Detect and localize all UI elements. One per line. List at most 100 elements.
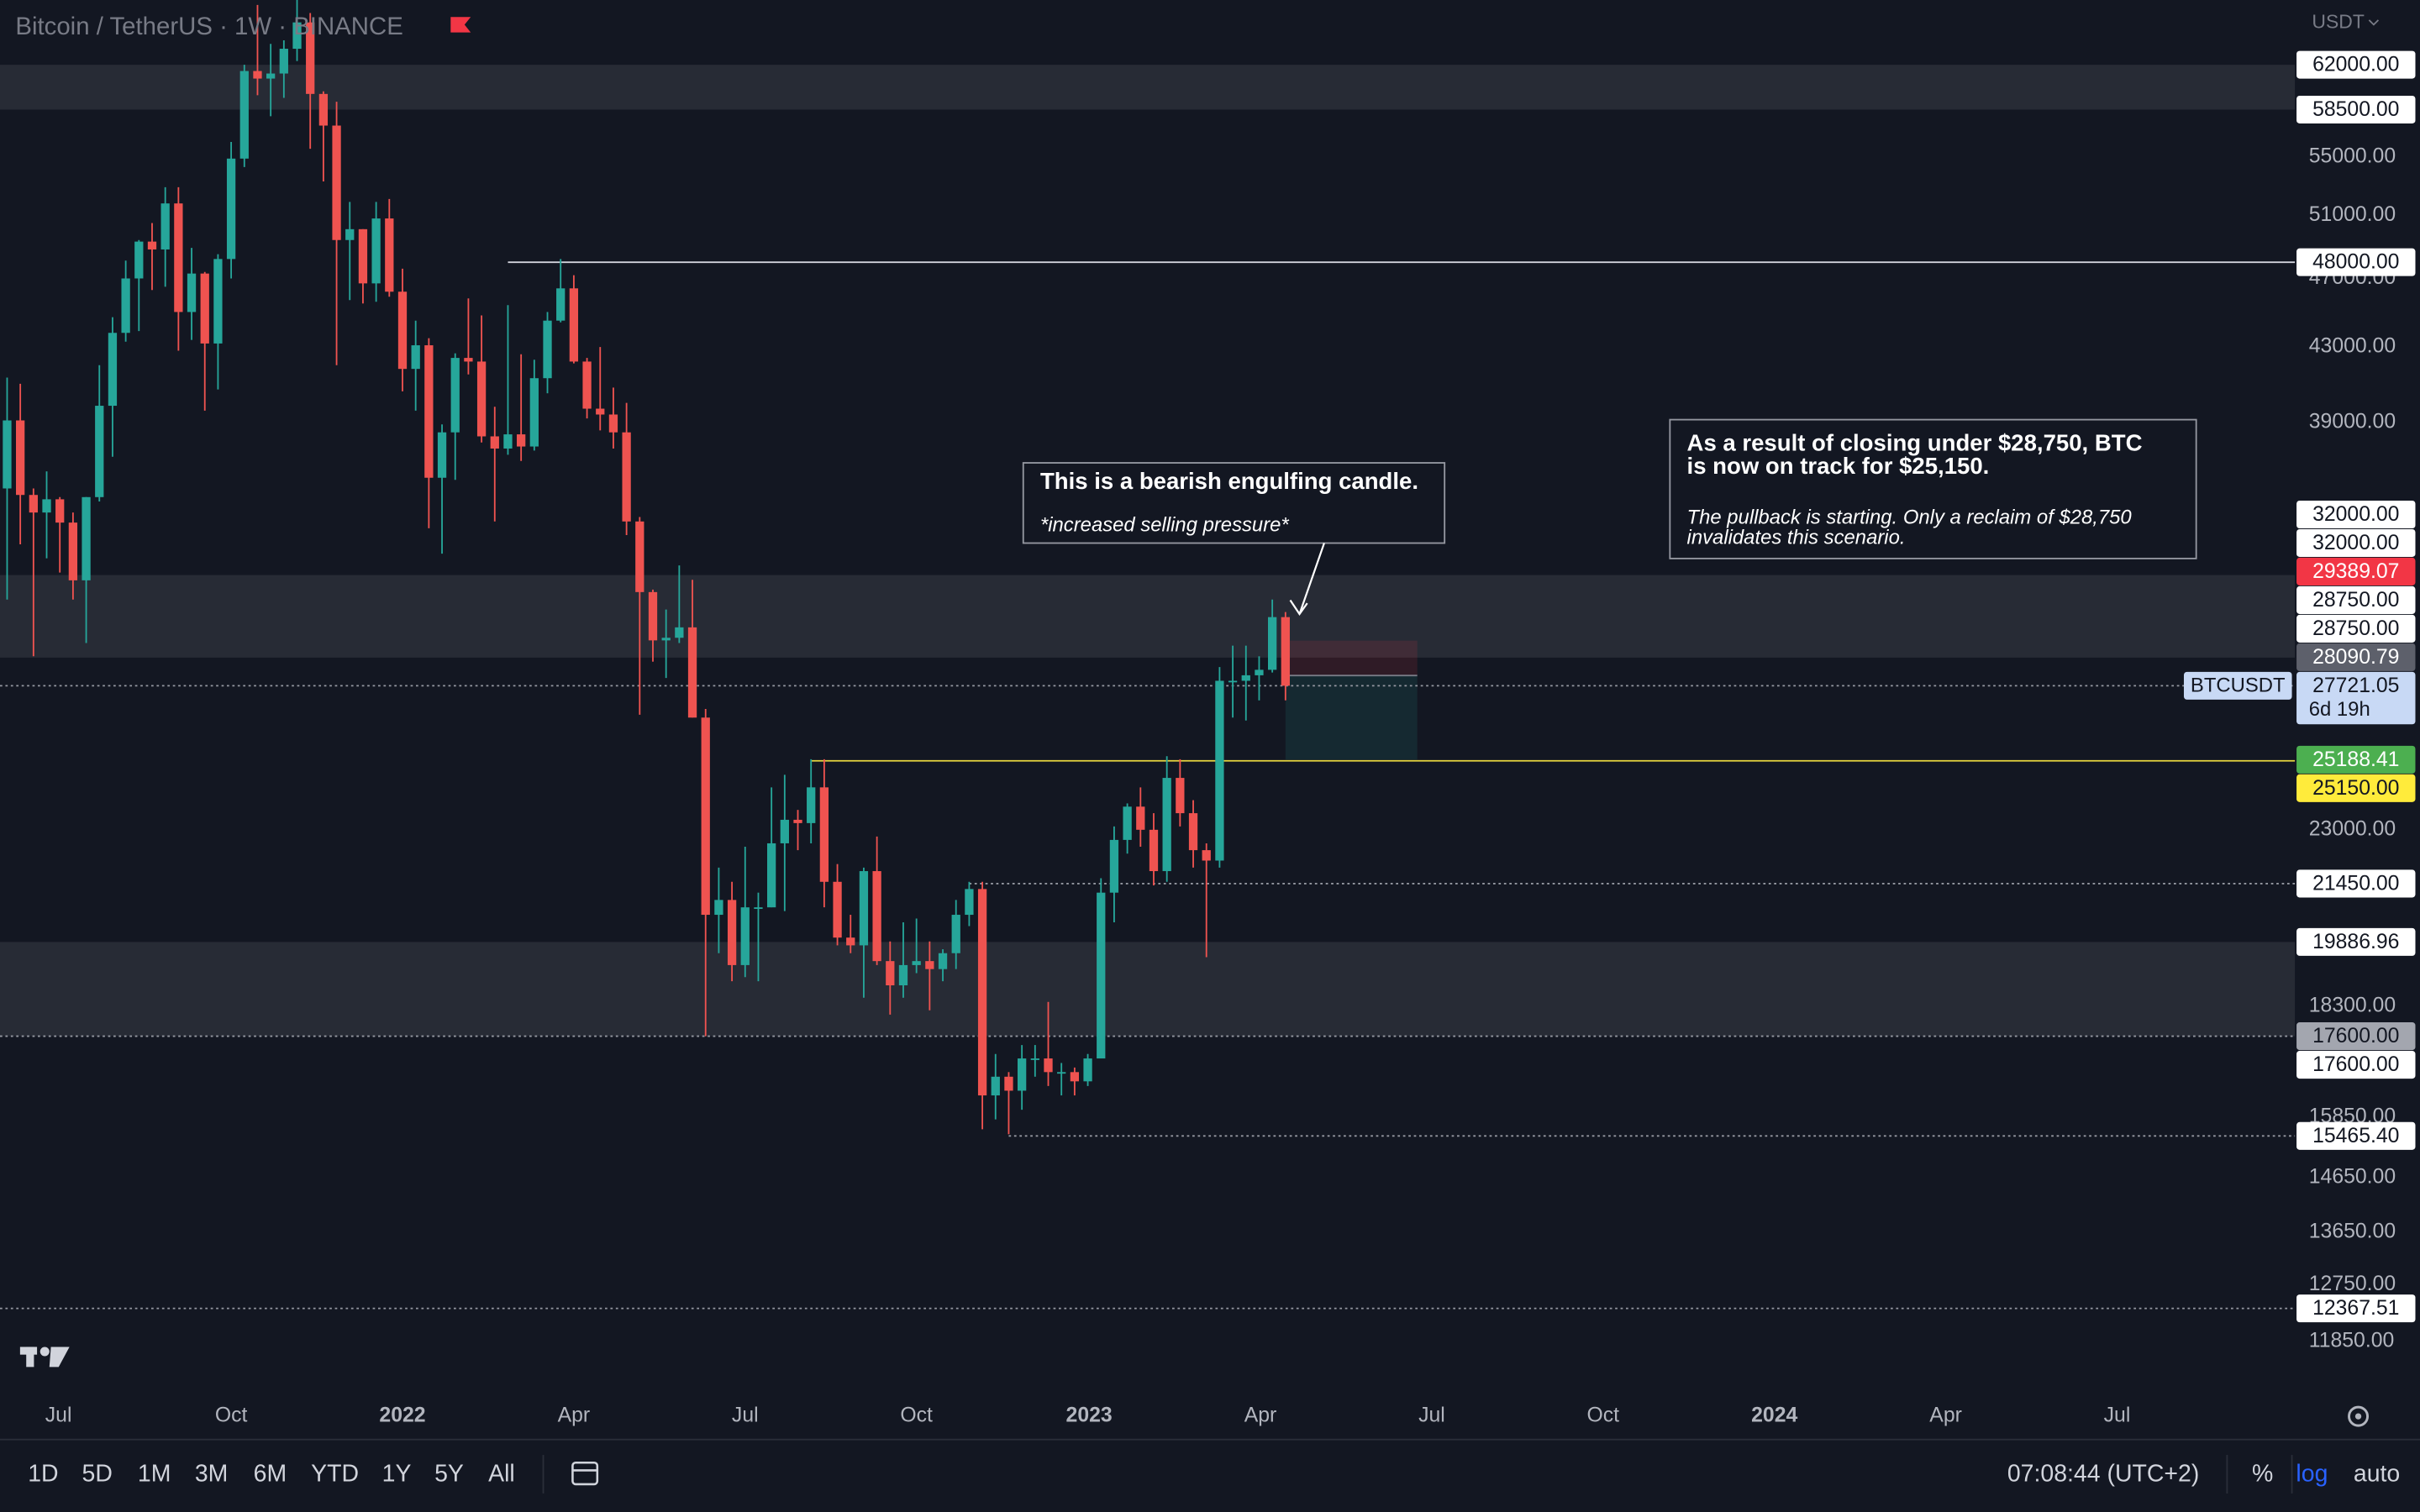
- scale-option[interactable]: %: [2252, 1460, 2273, 1487]
- candle-body: [833, 881, 842, 938]
- range-button[interactable]: 1D: [28, 1460, 58, 1487]
- price-label-bg: [2296, 95, 2416, 124]
- price-label: 32000.00: [2312, 503, 2399, 526]
- candle-body: [701, 717, 710, 916]
- candle-body: [239, 71, 249, 159]
- price-label-bg: [2296, 745, 2416, 774]
- candle-body: [912, 961, 921, 965]
- candle-body: [292, 22, 302, 50]
- candle-body: [569, 288, 579, 362]
- candle-body: [476, 361, 487, 437]
- candle-body: [134, 241, 144, 279]
- range-button[interactable]: 3M: [195, 1460, 229, 1487]
- symbol-tag: BTCUSDT: [2191, 675, 2286, 697]
- candle-body: [503, 434, 513, 449]
- y-tick-label: 12750.00: [2309, 1273, 2396, 1295]
- price-label-bg: [2296, 869, 2416, 898]
- candle-body: [29, 495, 38, 513]
- candle-body: [872, 871, 881, 962]
- price-label-bg: [2296, 927, 2416, 956]
- x-tick-label: 2024: [1751, 1404, 1797, 1427]
- candle-body: [965, 889, 974, 916]
- candle-body: [16, 420, 25, 496]
- range-button[interactable]: 5D: [82, 1460, 113, 1487]
- y-tick-label: 39000.00: [2309, 410, 2396, 433]
- zone: [0, 65, 2296, 110]
- candle-body: [780, 819, 789, 843]
- range-button[interactable]: 1Y: [382, 1460, 412, 1487]
- price-label-bg: [2296, 614, 2416, 643]
- candle-body: [371, 218, 381, 284]
- candle-body: [1057, 1072, 1066, 1074]
- zone: [0, 575, 2296, 658]
- price-label: 17600.00: [2312, 1025, 2399, 1047]
- calendar-icon[interactable]: [571, 1461, 599, 1486]
- range-button[interactable]: 1M: [138, 1460, 171, 1487]
- candle-body: [397, 291, 408, 370]
- currency[interactable]: USDT: [2312, 11, 2364, 33]
- candle-body: [490, 436, 499, 449]
- candle-body: [846, 937, 855, 946]
- candle-body: [951, 915, 960, 953]
- candle-body: [793, 819, 802, 823]
- scale-option[interactable]: log: [2296, 1460, 2328, 1487]
- y-tick-label: 18300.00: [2309, 994, 2396, 1016]
- candle-body: [82, 496, 91, 580]
- candle-body: [529, 378, 539, 447]
- scale-option[interactable]: auto: [2354, 1460, 2400, 1487]
- candle-body: [767, 843, 776, 908]
- price-label-bg: [2296, 557, 2416, 585]
- range-button[interactable]: 6M: [254, 1460, 287, 1487]
- flag-icon[interactable]: [450, 17, 471, 33]
- candle-body: [1083, 1058, 1092, 1082]
- price-label: 48000.00: [2312, 251, 2399, 274]
- x-tick-label: Jul: [2104, 1404, 2131, 1427]
- x-tick-label: Jul: [45, 1404, 72, 1427]
- price-label-bg: [2296, 671, 2416, 725]
- candle-body: [1004, 1076, 1013, 1091]
- price-label: 17600.00: [2312, 1053, 2399, 1076]
- candle-body: [187, 273, 197, 312]
- currency-chevron[interactable]: [2368, 19, 2380, 26]
- range-button[interactable]: 5Y: [434, 1460, 464, 1487]
- price-label-bg: [2296, 774, 2416, 802]
- candle-body: [464, 358, 473, 362]
- candle-body: [345, 228, 355, 240]
- candle-body: [556, 288, 566, 321]
- candle-body: [635, 521, 644, 592]
- candle-body: [1123, 806, 1132, 840]
- price-label-bg: [2296, 50, 2416, 79]
- annotation-note: *increased selling pressure*: [1040, 514, 1289, 537]
- candle-body: [886, 961, 895, 986]
- range-button[interactable]: All: [488, 1460, 515, 1487]
- candle-body: [424, 345, 434, 478]
- candle-body: [1162, 778, 1171, 872]
- candle-body: [1267, 617, 1277, 670]
- price-label: 62000.00: [2312, 54, 2399, 76]
- candle-body: [1255, 669, 1264, 675]
- annotation-note: The pullback is starting. Only a reclaim…: [1687, 506, 2133, 528]
- price-label-bg: [2296, 585, 2416, 614]
- candle-body: [1136, 806, 1145, 830]
- price-label-bg: [2296, 1051, 2416, 1079]
- candle-body: [1176, 778, 1185, 814]
- tv-logo: [19, 1347, 70, 1368]
- price-label: 32000.00: [2312, 532, 2399, 554]
- range-button[interactable]: YTD: [311, 1460, 359, 1487]
- candle-body: [517, 434, 526, 447]
- candle-body: [411, 345, 420, 370]
- candle-body: [859, 871, 869, 946]
- y-tick-label: 11850.00: [2309, 1329, 2395, 1352]
- settings-icon[interactable]: [2348, 1405, 2370, 1427]
- price-label: 58500.00: [2312, 98, 2399, 121]
- candle-body: [121, 278, 130, 333]
- candle-body: [160, 203, 170, 249]
- candle-body: [42, 499, 51, 513]
- y-tick-label: 51000.00: [2309, 203, 2396, 226]
- candle-body: [727, 900, 737, 965]
- x-tick-label: Jul: [732, 1404, 759, 1427]
- candle-body: [279, 49, 288, 74]
- candle-body: [714, 900, 723, 916]
